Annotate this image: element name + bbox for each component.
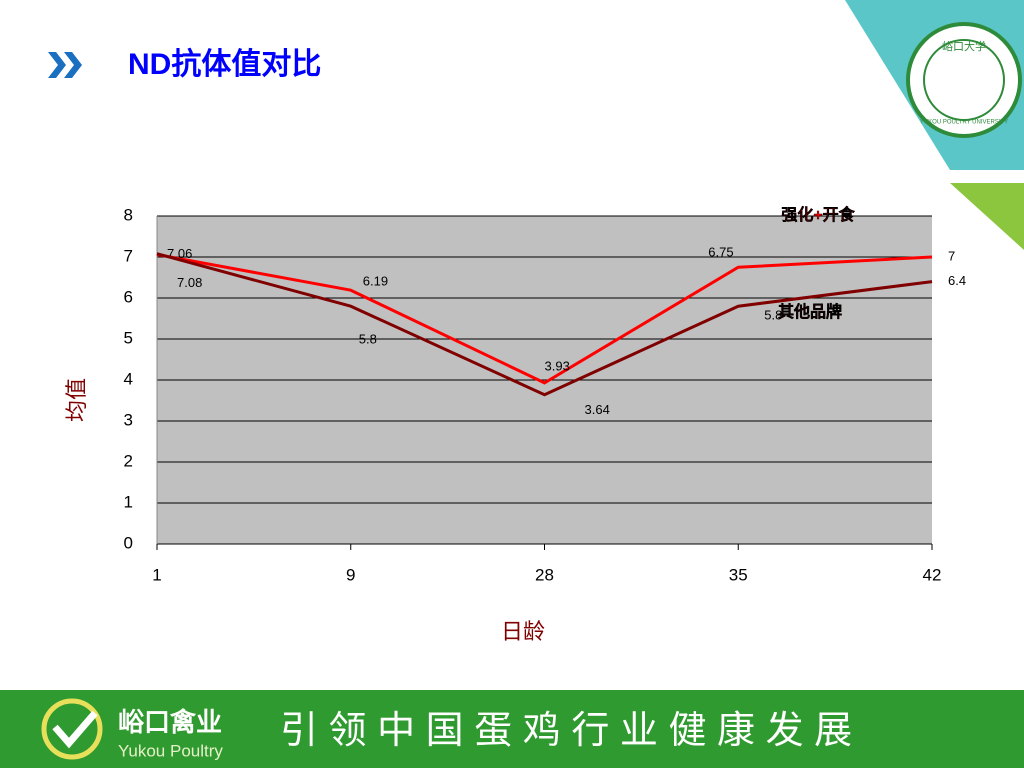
y-tick-label: 3 [124,410,133,429]
x-axis-label: 日龄 [501,619,545,644]
legend-label: 其他品牌 [778,302,842,321]
decor [950,183,1024,250]
x-tick-label: 42 [923,565,942,584]
footer-band [0,690,1024,768]
y-tick-label: 5 [124,328,133,347]
data-label: 5.8 [359,332,377,347]
data-label: 5.8 [764,308,782,323]
data-label: 7.08 [177,275,202,290]
legend-label: 强化+开食 [781,205,855,224]
y-tick-label: 6 [124,287,133,306]
data-label: 7 [948,248,955,263]
y-tick-label: 4 [124,369,133,388]
x-tick-label: 1 [152,565,161,584]
series-line [156,253,933,385]
y-axis-label: 均值 [64,378,89,422]
data-label: 6.75 [708,245,733,260]
x-tick-label: 9 [346,565,355,584]
x-tick-label: 28 [535,565,554,584]
y-tick-label: 8 [124,205,133,224]
data-label: 6.19 [363,274,388,289]
y-tick-label: 7 [124,246,133,265]
y-tick-label: 2 [124,451,133,470]
footer-slogan: 引 领 中 国 蛋 鸡 行 业 健 康 发 展 [280,710,852,752]
footer-logo [52,710,98,749]
logo [923,39,1005,121]
data-label: 6.4 [948,273,966,288]
footer-logo [41,698,103,760]
footer-brand-en: Yukou Poultry [118,741,223,760]
x-tick-label: 35 [729,565,748,584]
series-line [156,252,933,397]
footer-brand: 峪口禽业 [118,707,222,737]
logo-subtitle: YUKOU POULTRY UNIVERSITY [920,120,1008,126]
y-tick-label: 0 [124,533,133,552]
logo-name: 峪口大学 [942,39,986,53]
data-label: 3.64 [585,402,610,417]
slide-title: ND抗体值对比 [128,47,321,81]
data-label: 3.93 [545,358,570,373]
y-tick-label: 1 [124,492,133,511]
title-icon [48,52,82,78]
